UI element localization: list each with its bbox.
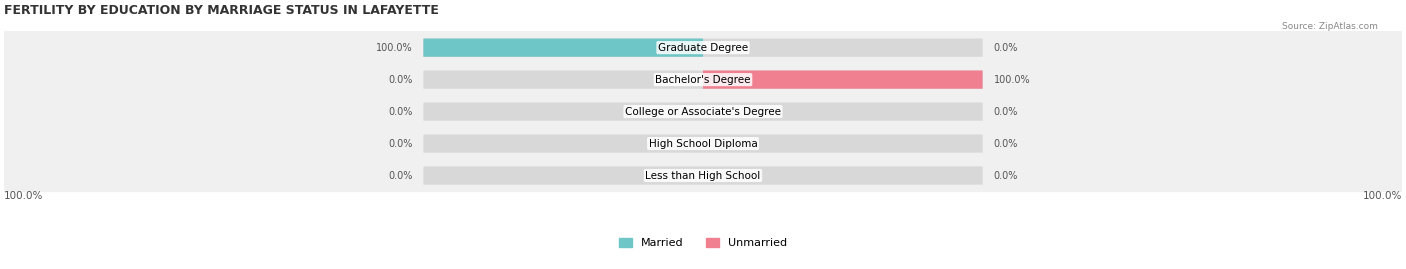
FancyBboxPatch shape bbox=[703, 38, 983, 57]
Text: 100.0%: 100.0% bbox=[1362, 191, 1402, 201]
FancyBboxPatch shape bbox=[4, 127, 1402, 160]
Text: 0.0%: 0.0% bbox=[994, 139, 1018, 148]
Text: Graduate Degree: Graduate Degree bbox=[658, 43, 748, 53]
FancyBboxPatch shape bbox=[423, 70, 703, 89]
FancyBboxPatch shape bbox=[703, 102, 983, 121]
Text: FERTILITY BY EDUCATION BY MARRIAGE STATUS IN LAFAYETTE: FERTILITY BY EDUCATION BY MARRIAGE STATU… bbox=[4, 4, 439, 17]
Text: 0.0%: 0.0% bbox=[994, 107, 1018, 116]
Text: 100.0%: 100.0% bbox=[994, 75, 1031, 85]
Text: Source: ZipAtlas.com: Source: ZipAtlas.com bbox=[1282, 22, 1378, 30]
FancyBboxPatch shape bbox=[4, 31, 1402, 64]
Text: College or Associate's Degree: College or Associate's Degree bbox=[626, 107, 780, 116]
Text: 100.0%: 100.0% bbox=[375, 43, 412, 53]
Text: 0.0%: 0.0% bbox=[388, 171, 412, 180]
FancyBboxPatch shape bbox=[703, 167, 983, 185]
FancyBboxPatch shape bbox=[703, 134, 983, 153]
FancyBboxPatch shape bbox=[4, 159, 1402, 192]
Text: High School Diploma: High School Diploma bbox=[648, 139, 758, 148]
Text: 0.0%: 0.0% bbox=[994, 171, 1018, 180]
Text: 0.0%: 0.0% bbox=[388, 107, 412, 116]
FancyBboxPatch shape bbox=[423, 167, 703, 185]
FancyBboxPatch shape bbox=[703, 70, 983, 89]
FancyBboxPatch shape bbox=[423, 38, 703, 57]
FancyBboxPatch shape bbox=[703, 70, 983, 89]
FancyBboxPatch shape bbox=[4, 95, 1402, 128]
Text: 0.0%: 0.0% bbox=[388, 75, 412, 85]
Text: Bachelor's Degree: Bachelor's Degree bbox=[655, 75, 751, 85]
Legend: Married, Unmarried: Married, Unmarried bbox=[614, 234, 792, 253]
FancyBboxPatch shape bbox=[423, 102, 703, 121]
Text: 0.0%: 0.0% bbox=[994, 43, 1018, 53]
FancyBboxPatch shape bbox=[423, 134, 703, 153]
Text: Less than High School: Less than High School bbox=[645, 171, 761, 180]
FancyBboxPatch shape bbox=[423, 38, 703, 57]
Text: 0.0%: 0.0% bbox=[388, 139, 412, 148]
Text: 100.0%: 100.0% bbox=[4, 191, 44, 201]
FancyBboxPatch shape bbox=[4, 63, 1402, 96]
